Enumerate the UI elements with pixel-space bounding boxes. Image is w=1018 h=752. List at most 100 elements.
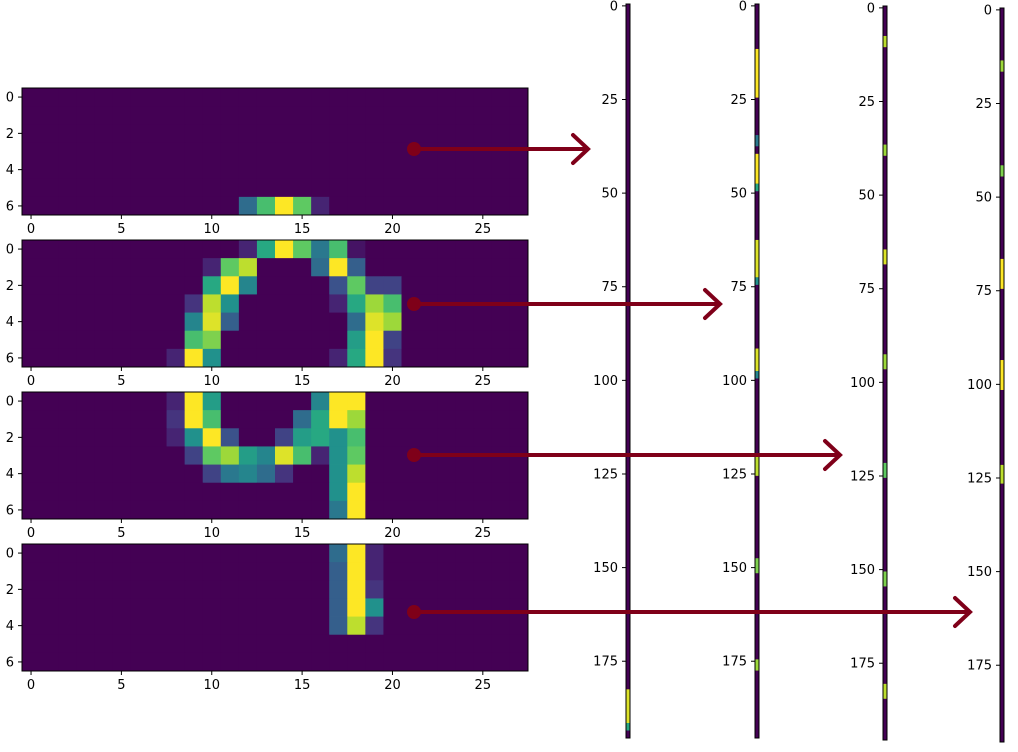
heat-cell: [112, 464, 131, 484]
heat-cell: [130, 616, 149, 636]
y-tick-label: 75: [601, 280, 618, 295]
heat-cell: [112, 598, 131, 617]
heat-cell: [455, 240, 475, 259]
heat-cell: [166, 544, 186, 563]
heat-cell: [202, 652, 222, 672]
heat-cell: [347, 562, 366, 581]
heat-cell: [419, 428, 439, 447]
heat-cell: [130, 312, 149, 332]
heat-cell: [383, 178, 402, 198]
y-tick-label: 25: [858, 95, 875, 110]
heat-cell: [491, 580, 511, 599]
heat-cell: [22, 348, 41, 368]
heat-cell: [455, 142, 475, 161]
heat-cell: [256, 428, 276, 447]
heat-cell: [383, 464, 402, 484]
heat-cell: [437, 634, 457, 654]
heat-cell: [329, 142, 348, 161]
heat-cell: [256, 392, 276, 411]
heat-cell: [473, 562, 493, 581]
heat-cell: [311, 88, 330, 107]
heat-cell: [130, 652, 149, 672]
heat-cell: [94, 330, 113, 350]
heat-cell: [311, 258, 330, 277]
y-tick-label: 6: [6, 199, 14, 214]
heat-cell: [220, 240, 240, 259]
heat-cell: [256, 562, 276, 581]
heat-cell: [401, 106, 420, 125]
heat-cell: [455, 616, 475, 636]
column-background: [626, 4, 630, 738]
heat-cell: [94, 580, 113, 599]
heat-segment: [755, 135, 759, 147]
heat-cell: [419, 580, 439, 599]
heat-cell: [256, 482, 276, 502]
heat-cell: [347, 598, 366, 617]
heat-cell: [293, 482, 312, 502]
heat-cell: [473, 428, 493, 447]
heat-cell: [401, 428, 420, 447]
heat-cell: [112, 178, 131, 198]
heat-cell: [58, 348, 77, 368]
heat-cell: [311, 348, 330, 368]
y-tick-label: 150: [967, 565, 992, 580]
heat-cell: [76, 240, 95, 259]
heat-cell: [256, 652, 276, 672]
heat-cell: [112, 616, 131, 636]
heat-cell: [220, 348, 240, 368]
heat-cell: [130, 482, 149, 502]
heat-cell: [184, 178, 204, 198]
heat-cell: [491, 160, 511, 180]
heat-cell: [455, 392, 475, 411]
heat-cell: [40, 634, 59, 654]
heat-cell: [329, 464, 348, 484]
heat-cell: [473, 410, 493, 429]
heat-cell: [311, 428, 330, 447]
heat-cell: [184, 500, 204, 520]
heat-cell: [383, 580, 402, 599]
heat-cell: [437, 482, 457, 502]
y-tick-label: 6: [6, 655, 14, 670]
heat-cell: [202, 562, 222, 581]
y-tick-label: 150: [850, 563, 875, 578]
heat-cell: [329, 276, 348, 295]
heat-cell: [437, 330, 457, 350]
heat-cell: [293, 464, 312, 484]
heat-cell: [311, 312, 330, 332]
heat-cell: [401, 410, 420, 429]
heat-cell: [256, 88, 276, 107]
heat-cell: [473, 500, 493, 520]
heat-cell: [256, 500, 276, 520]
heat-cell: [166, 392, 186, 411]
heat-cell: [437, 580, 457, 599]
heat-cell: [509, 428, 529, 447]
heat-cell: [94, 410, 113, 429]
heat-cell: [383, 124, 402, 143]
heat-cell: [166, 500, 186, 520]
heat-cell: [293, 276, 312, 295]
y-tick-label: 2: [6, 431, 14, 446]
heat-cell: [22, 178, 41, 198]
heat-cell: [347, 500, 366, 520]
heat-segment: [1000, 60, 1004, 72]
heat-cell: [148, 410, 167, 429]
heat-cell: [238, 500, 258, 520]
y-tick-label: 2: [6, 583, 14, 598]
heat-cell: [112, 196, 131, 216]
heat-cell: [238, 330, 258, 350]
heat-cell: [202, 580, 222, 599]
heat-cell: [220, 464, 240, 484]
heat-cell: [202, 616, 222, 636]
heat-cell: [491, 178, 511, 198]
arrow-head: [571, 133, 591, 165]
heat-cell: [491, 348, 511, 368]
heat-cell: [184, 410, 204, 429]
heat-cell: [58, 240, 77, 259]
heat-cell: [22, 88, 41, 107]
heat-cell: [202, 258, 222, 277]
row-panel-3: 0 5 10 15 20 25 0 2 4 6: [6, 391, 529, 541]
heat-cell: [473, 178, 493, 198]
heat-cell: [509, 276, 529, 295]
heat-cell: [148, 634, 167, 654]
y-tick-label: 4: [6, 163, 14, 178]
